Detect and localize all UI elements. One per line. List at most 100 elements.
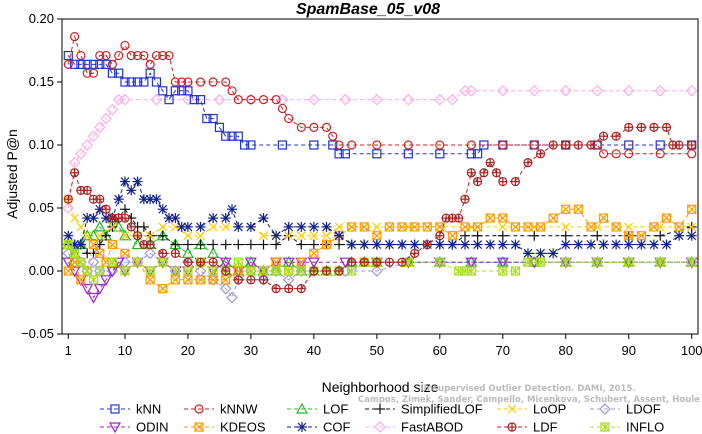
data-point-cof <box>548 248 559 259</box>
data-point-loop <box>208 222 218 232</box>
watermark-line-1: Unsupervised Outlier Detection. DAMI, 20… <box>420 384 636 394</box>
data-point-cof <box>485 239 496 250</box>
data-point-fastabod <box>119 93 131 106</box>
x-tick-label: 100 <box>681 343 702 358</box>
data-point-inflo <box>435 257 445 267</box>
data-point-simplifiedlof <box>157 230 168 241</box>
data-point-ldof <box>295 265 308 277</box>
data-point-ldof <box>270 265 282 277</box>
legend-marker <box>599 403 611 415</box>
data-point-ldf <box>321 266 332 276</box>
data-point-kdeos <box>183 275 193 285</box>
data-point-odin <box>219 257 232 269</box>
series-cof <box>63 176 697 259</box>
data-point-inflo <box>88 275 99 285</box>
data-point-kdeos <box>208 275 218 285</box>
data-point-inflo <box>107 257 117 267</box>
data-point-ldf <box>183 257 193 267</box>
data-point-cof <box>113 194 124 205</box>
data-point-ldof <box>226 291 238 304</box>
data-point-kdeos <box>447 231 458 241</box>
legend-marker <box>507 422 517 432</box>
data-point-knn <box>473 149 483 159</box>
data-point-ldf <box>624 122 634 132</box>
chart-title: SpamBase_05_v08 <box>296 1 440 18</box>
legend-marker <box>375 404 385 414</box>
legend-label: kNN <box>136 402 161 417</box>
legend-item-loop: LoOP <box>497 402 566 417</box>
legend-marker <box>110 404 120 414</box>
data-point-inflo <box>498 266 508 276</box>
series-line-knnw <box>67 34 692 155</box>
data-point-ldf <box>208 257 218 267</box>
data-point-inflo <box>233 257 243 267</box>
data-point-ldof <box>371 265 383 277</box>
data-point-ldf <box>359 257 369 267</box>
data-point-fastabod <box>528 84 541 97</box>
data-point-kdeos <box>561 204 571 214</box>
data-point-inflo <box>687 257 697 267</box>
data-point-kdeos <box>107 239 117 250</box>
data-point-knn <box>202 113 212 124</box>
data-point-inflo <box>258 266 269 276</box>
data-point-fastabod <box>182 93 194 106</box>
data-point-simplifiedlof <box>182 239 193 250</box>
data-point-cof <box>145 194 156 205</box>
data-point-knnw <box>598 149 609 159</box>
data-point-knnw <box>258 95 269 105</box>
data-point-fastabod <box>308 93 320 106</box>
data-point-knnw <box>435 140 445 150</box>
legend-item-ldof: LDOF <box>590 402 661 417</box>
data-point-cof <box>346 239 357 250</box>
data-point-ldf <box>145 239 155 250</box>
data-point-knnw <box>529 140 539 150</box>
legend-marker <box>108 422 122 434</box>
data-point-inflo <box>655 257 665 267</box>
data-point-inflo <box>145 266 155 276</box>
data-point-odin <box>465 257 478 269</box>
data-point-cof <box>334 230 345 241</box>
data-point-loop <box>624 222 634 232</box>
data-point-fastabod <box>685 84 698 97</box>
data-point-cof <box>409 239 420 250</box>
data-point-knnw <box>328 131 338 141</box>
series-kdeos <box>63 204 697 294</box>
legend-item-lof: LOF <box>287 402 348 417</box>
data-point-inflo <box>158 257 168 267</box>
data-point-kdeos <box>76 275 86 285</box>
data-point-ldf <box>284 284 294 294</box>
data-point-fastabod <box>100 112 112 125</box>
data-point-knnw <box>63 59 73 69</box>
legend-label: kNNW <box>220 402 258 417</box>
data-point-knn <box>277 140 287 150</box>
data-point-cof <box>321 221 332 232</box>
plot-area: −0.05 0.00 0.05 0.10 0.15 0.20 1 10 20 30 40 50 60 70… <box>21 11 702 358</box>
data-point-odin <box>106 266 119 278</box>
data-point-ldf <box>435 231 445 241</box>
data-point-odin <box>87 292 100 304</box>
data-point-cof <box>182 221 193 232</box>
data-point-cof <box>283 221 294 232</box>
data-point-cof <box>119 176 130 187</box>
data-point-simplifiedlof <box>208 239 219 250</box>
data-point-knn <box>328 140 338 150</box>
legend-label: FastABOD <box>401 420 463 434</box>
legend-marker <box>374 421 386 433</box>
y-tick-label: 0.15 <box>29 74 54 89</box>
data-point-odin <box>100 275 113 287</box>
data-point-knn <box>334 149 344 159</box>
data-point-ldf <box>158 248 168 258</box>
data-point-knn <box>107 68 117 78</box>
x-tick-label: 30 <box>244 343 258 358</box>
data-point-cof <box>132 176 143 187</box>
data-point-cof <box>271 230 282 241</box>
data-point-odin <box>81 284 94 295</box>
data-point-knn <box>240 140 250 150</box>
data-point-lof <box>93 220 106 232</box>
data-point-ldf <box>309 266 319 276</box>
data-point-cof <box>371 239 382 250</box>
data-point-simplifiedlof <box>245 239 256 250</box>
series-line-loop <box>67 199 692 246</box>
data-point-loop <box>687 222 697 232</box>
data-point-knn <box>69 59 80 69</box>
